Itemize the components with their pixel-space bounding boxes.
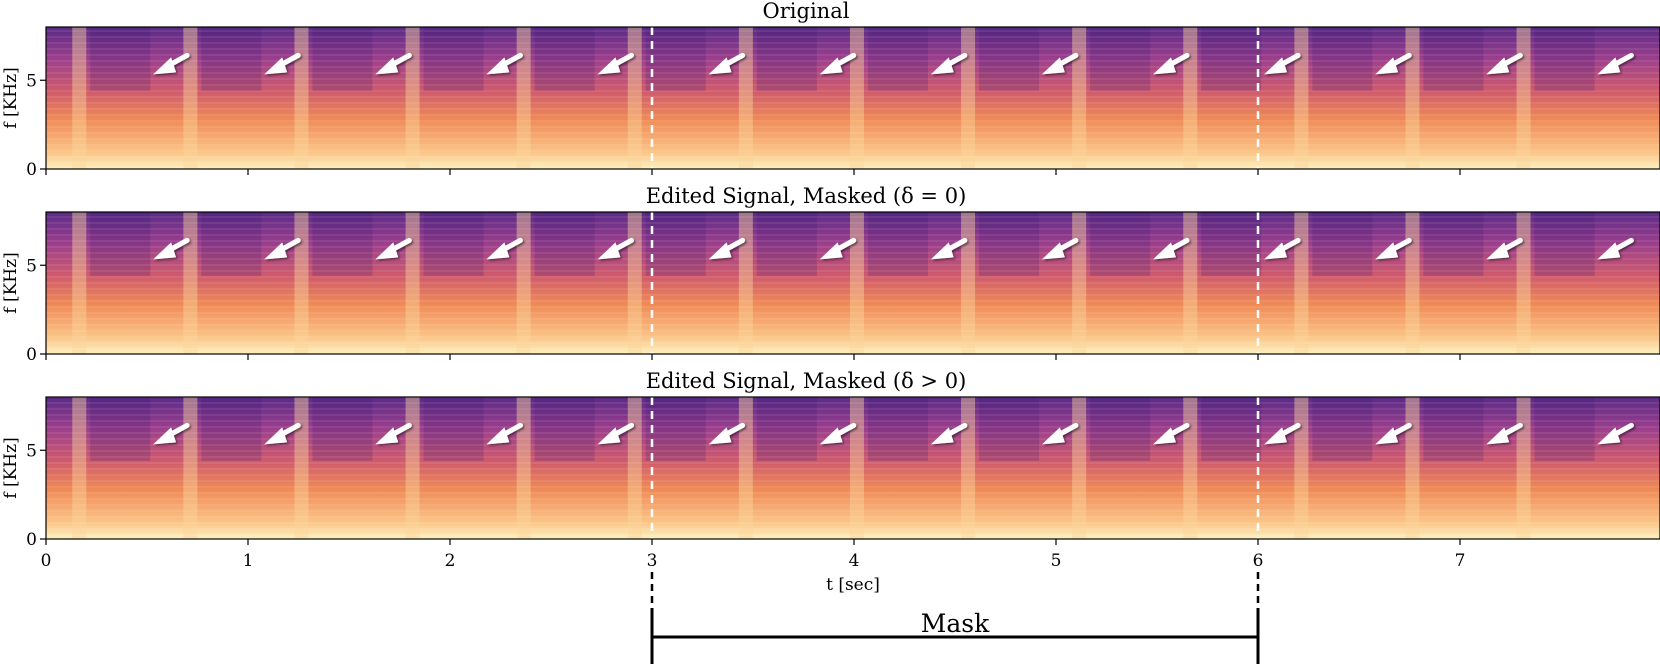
plot-frame [45,211,1660,355]
onset-arrow [1153,237,1190,260]
y-tick-label: 0 [26,530,37,550]
onset-arrows [153,422,1634,445]
y-tick-label: 5 [26,256,37,276]
mask-bracket: Mask [650,572,1260,664]
onset-arrow [486,237,523,260]
y-tick-label: 5 [26,71,37,91]
onset-arrows [153,237,1634,260]
onset-arrow [486,52,523,75]
plot-frame [45,396,1660,540]
onset-arrow [153,237,190,260]
x-tick-label: 6 [1253,551,1264,571]
onset-arrow [1486,52,1523,75]
onset-arrow [1597,237,1634,260]
onset-arrow [708,237,746,260]
onset-arrows [153,52,1634,75]
onset-arrow [930,237,968,260]
x-tick-label: 4 [849,551,860,571]
y-tick-label: 0 [26,160,37,180]
onset-arrow [1264,237,1301,260]
onset-arrow [1041,237,1079,260]
y-tick-label: 5 [26,441,37,461]
onset-arrow [1486,237,1523,260]
onset-arrow [375,237,412,260]
onset-arrow [375,422,412,445]
onset-arrow [597,237,634,260]
onset-arrow [597,52,634,75]
y-axis-label: f [KHz] [1,67,21,128]
onset-arrow [597,422,634,445]
x-tick-label: 7 [1455,551,1466,571]
onset-arrow [819,52,857,75]
panel-masked-delta-zero: Edited Signal, Masked (δ = 0) f [KHz] 05 [1,184,1660,365]
x-tick-marks [45,354,1461,360]
y-ticks: 05 [26,256,46,365]
onset-arrow [264,52,301,75]
onset-arrow [930,422,968,445]
onset-arrow [153,422,190,445]
x-tick-label: 0 [41,551,52,571]
x-tick-marks [45,539,1461,545]
onset-arrow [1153,52,1190,75]
onset-arrow [1375,52,1412,75]
x-axis-label: t [sec] [826,575,880,595]
x-tick-label: 2 [445,551,456,571]
x-tick-marks [45,169,1461,175]
panel-masked-delta-positive: Edited Signal, Masked (δ > 0) f [KHz] 05 [1,369,1660,550]
y-ticks: 05 [26,441,46,550]
onset-arrow [153,52,190,75]
onset-arrow [375,52,412,75]
onset-arrow [486,422,523,445]
onset-arrow [1486,422,1523,445]
y-ticks: 05 [26,71,46,180]
panel-original: Original f [KHz] 05 [1,0,1660,180]
onset-arrow [819,237,857,260]
onset-arrow [930,52,968,75]
onset-arrow [1264,52,1301,75]
plot-frame [45,26,1660,170]
onset-arrow [708,52,746,75]
y-axis-label: f [KHz] [1,252,21,313]
x-tick-label: 1 [243,551,254,571]
panel-title: Edited Signal, Masked (δ = 0) [646,184,967,208]
onset-arrow [1153,422,1190,445]
panel-title: Original [763,0,850,23]
onset-arrow [264,237,301,260]
onset-arrow [1264,422,1301,445]
onset-arrow [819,422,857,445]
x-tick-label: 5 [1051,551,1062,571]
onset-arrow [1041,422,1079,445]
y-axis-label: f [KHz] [1,437,21,498]
onset-arrow [1597,422,1634,445]
onset-arrow [1041,52,1079,75]
onset-arrow [1597,52,1634,75]
y-tick-label: 0 [26,345,37,365]
onset-arrow [708,422,746,445]
x-tick-labels: 0 1 2 3 4 5 6 7 [41,551,1466,571]
mask-label: Mask [921,609,990,638]
onset-arrow [1375,422,1412,445]
x-tick-label: 3 [647,551,658,571]
panel-title: Edited Signal, Masked (δ > 0) [646,369,967,393]
onset-arrow [264,422,301,445]
onset-arrow [1375,237,1412,260]
